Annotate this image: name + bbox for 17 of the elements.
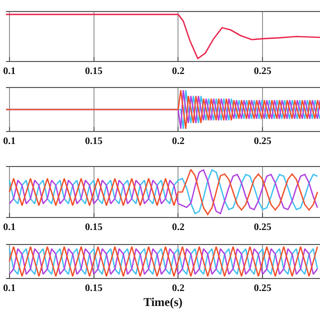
x-tick-label: 0.25 <box>254 136 272 147</box>
x-tick-label: 0.25 <box>254 283 272 294</box>
x-tick-label: 0.25 <box>254 222 272 233</box>
x-tick-label: 0.1 <box>3 66 16 77</box>
x-tick-label: 0.2 <box>172 222 184 233</box>
x-tick-label: 0.1 <box>3 283 16 294</box>
x-tick-label: 0.15 <box>85 222 103 233</box>
x-tick-label: 0.2 <box>172 283 184 294</box>
x-tick-label: 0.2 <box>172 66 184 77</box>
x-axis-title: Time(s) <box>143 294 183 309</box>
x-tick-label: 0.15 <box>85 136 103 147</box>
x-tick-label: 0.15 <box>85 66 103 77</box>
x-tick-label: 0.1 <box>3 136 16 147</box>
x-tick-label: 0.15 <box>85 283 103 294</box>
x-tick-label: 0.1 <box>3 222 16 233</box>
x-tick-label: 0.25 <box>254 66 272 77</box>
x-tick-label: 0.2 <box>172 136 184 147</box>
